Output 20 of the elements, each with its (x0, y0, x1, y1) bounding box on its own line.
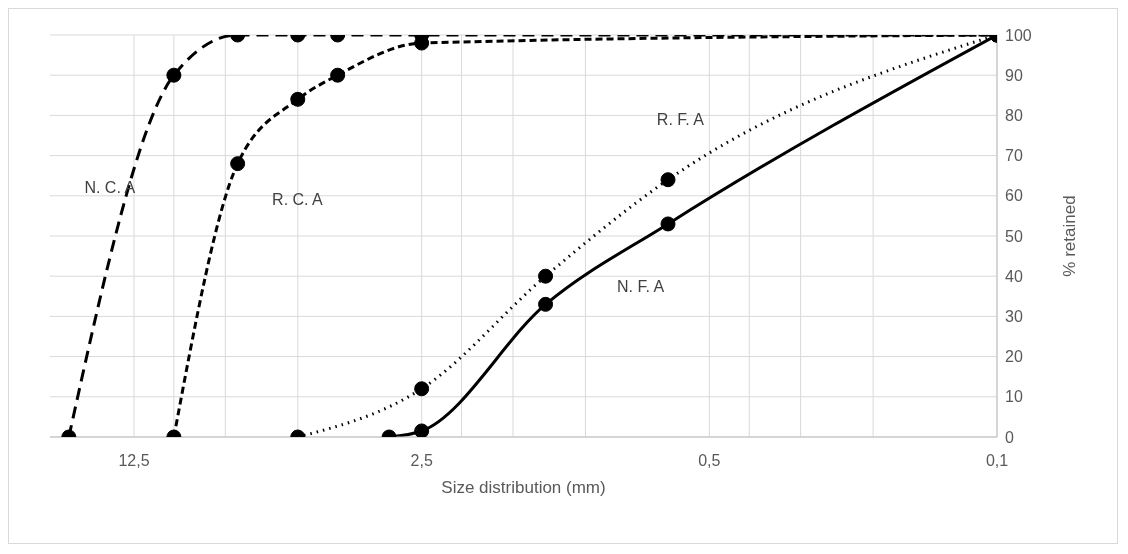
series-label: N. F. A (617, 278, 665, 297)
y-tick-label: 30 (1005, 308, 1023, 326)
y-tick-label: 90 (1005, 66, 1023, 84)
x-tick-label: 2,5 (410, 452, 433, 470)
y-tick-label: 20 (1005, 348, 1023, 366)
y-tick-label: 80 (1005, 107, 1023, 125)
x-tick-label: 12,5 (118, 452, 150, 470)
y-tick-label: 100 (1005, 26, 1032, 44)
y-tick-label: 0 (1005, 428, 1014, 446)
text: R. C. A (272, 190, 323, 209)
x-tick-label: 0,1 (985, 452, 1009, 470)
y-tick-label: 60 (1005, 187, 1023, 205)
y-tick-label: 50 (1005, 227, 1023, 245)
series-label: R. F. A (656, 111, 704, 130)
y-tick-label: 10 (1005, 388, 1023, 406)
y-axis-title: % retained (1060, 195, 1080, 277)
y-tick-label: 70 (1005, 147, 1023, 165)
x-tick-label: 0,5 (698, 452, 721, 470)
x-axis-title: Size distribution (mm) (441, 478, 606, 497)
y-tick-label: 40 (1005, 267, 1023, 285)
